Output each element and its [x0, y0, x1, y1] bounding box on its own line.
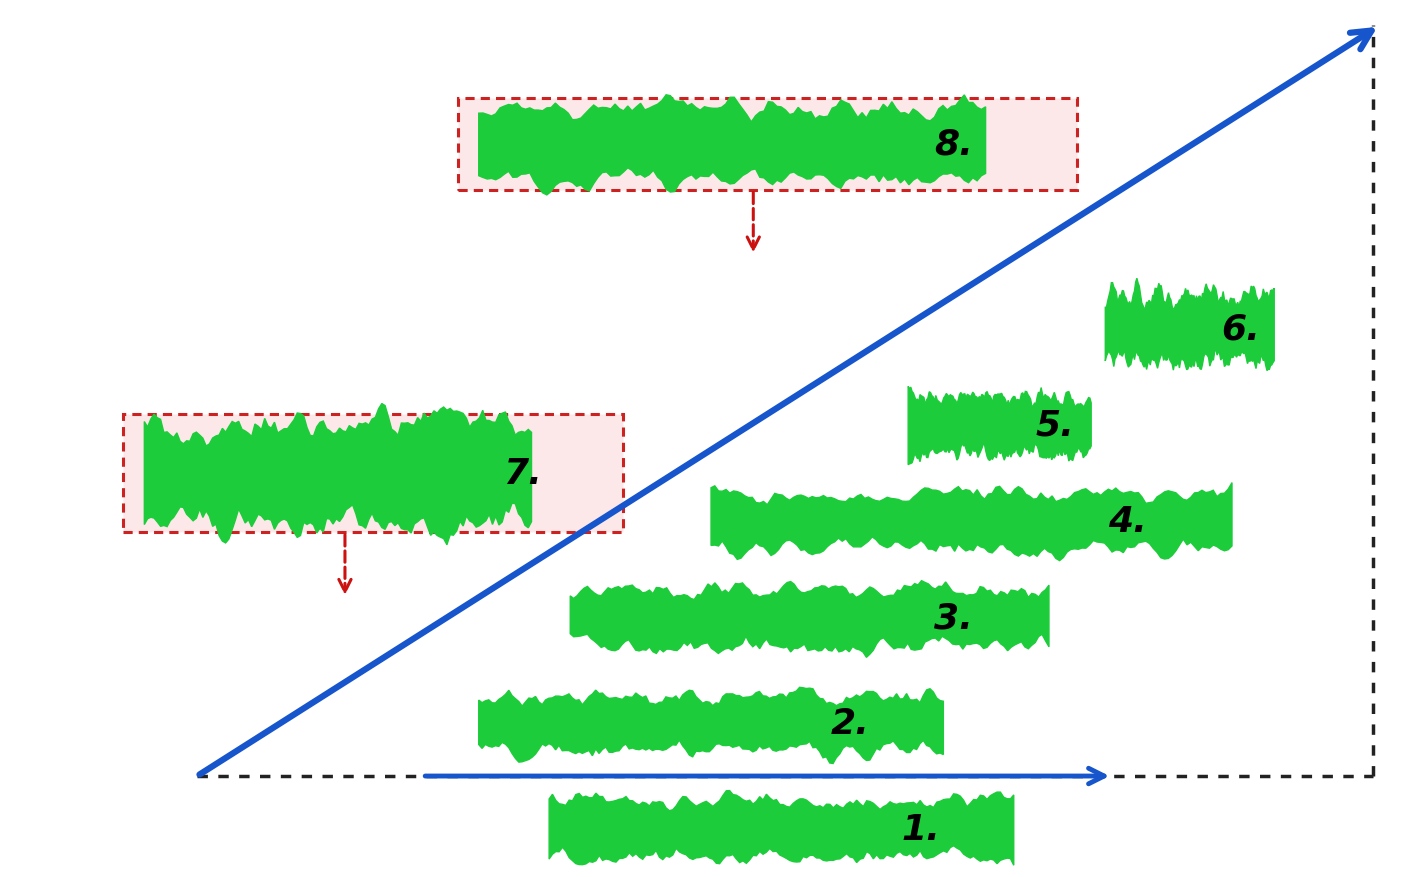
FancyBboxPatch shape	[124, 414, 622, 532]
Text: 6.: 6.	[1221, 312, 1260, 346]
Text: 3.: 3.	[934, 602, 973, 635]
Polygon shape	[908, 387, 1091, 465]
Polygon shape	[549, 791, 1014, 866]
Text: 2.: 2.	[831, 707, 870, 740]
Text: 5.: 5.	[1035, 409, 1074, 442]
Text: 4.: 4.	[1108, 505, 1148, 538]
Text: 7.: 7.	[504, 457, 542, 490]
Polygon shape	[711, 483, 1232, 561]
Text: 1.: 1.	[901, 812, 941, 845]
Polygon shape	[145, 404, 532, 545]
Polygon shape	[479, 688, 943, 764]
Polygon shape	[1105, 279, 1274, 371]
FancyBboxPatch shape	[458, 98, 1077, 191]
Polygon shape	[570, 581, 1049, 658]
Text: 8.: 8.	[934, 128, 973, 161]
Polygon shape	[479, 96, 986, 196]
